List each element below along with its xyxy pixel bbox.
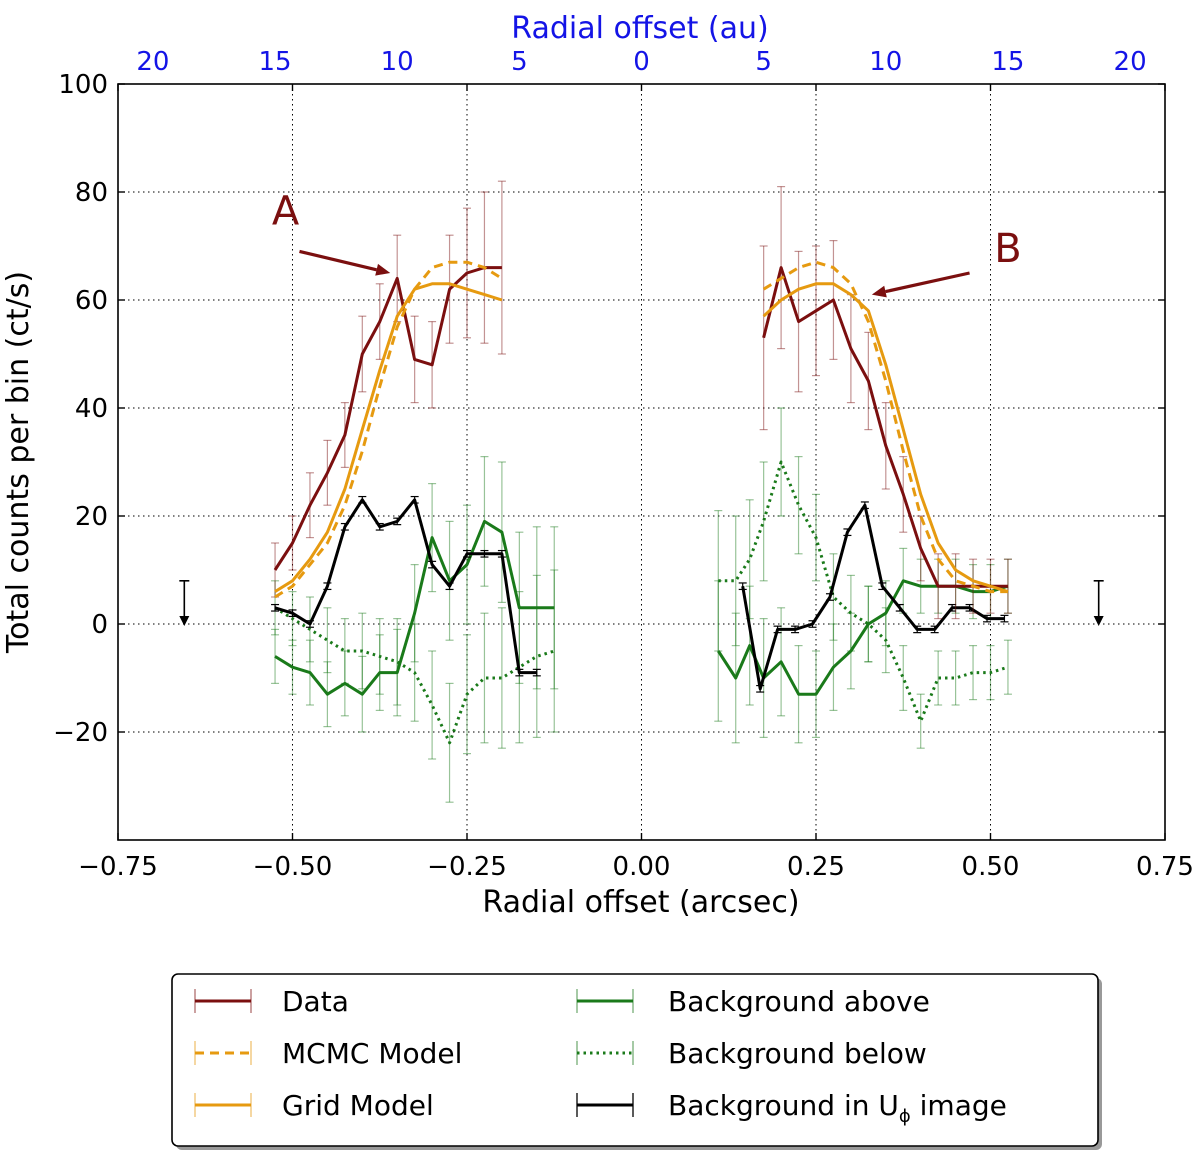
x-axis-ticks: −0.75 −0.50 −0.25 0.00 0.25 0.50 0.75 [78, 84, 1194, 882]
top-tick-label: 20 [1114, 47, 1147, 77]
top-axis-ticks: 20 15 10 5 0 5 10 15 20 [136, 47, 1146, 77]
legend-entry: Background below [576, 1037, 927, 1070]
annotation-arrow [885, 271, 970, 294]
y-tick-label: −20 [53, 718, 108, 748]
x-tick-label: 0.50 [962, 852, 1020, 882]
annotation-label: B [994, 226, 1021, 272]
series-line [718, 460, 1009, 723]
x-tick-label: 0.00 [613, 852, 671, 882]
annotation-arrowhead [375, 263, 391, 276]
legend-label: Background above [668, 985, 930, 1018]
series-mcmc-model [274, 260, 1008, 599]
annotations: AB [272, 188, 1022, 298]
legend-entry: Grid Model [194, 1089, 434, 1122]
y-tick-label: 100 [58, 70, 108, 100]
series-line [274, 282, 503, 593]
upper-limit-arrowhead [179, 616, 190, 626]
series-layer [271, 180, 1012, 803]
top-tick-label: 15 [259, 47, 292, 77]
x-tick-label: 0.75 [1136, 852, 1194, 882]
top-tick-label: 5 [755, 47, 772, 77]
y-tick-label: 0 [91, 610, 108, 640]
x-tick-label: −0.25 [427, 852, 507, 882]
series-data [271, 180, 1012, 620]
series-background-below [271, 407, 1012, 803]
series-line [762, 260, 1008, 594]
x-tick-label: −0.50 [253, 852, 333, 882]
y-axis-ticks: −20 0 20 40 60 80 100 [53, 70, 1165, 748]
x-axis-label: Radial offset (arcsec) [482, 885, 799, 920]
grid-lines [118, 84, 1165, 840]
y-tick-label: 60 [75, 286, 108, 316]
legend-entry: Background above [576, 985, 930, 1018]
upper-limit-markers [179, 579, 1104, 626]
series-background-above [271, 456, 1012, 744]
legend-label: Grid Model [282, 1089, 434, 1122]
top-tick-label: 0 [633, 47, 650, 77]
y-tick-label: 20 [75, 502, 108, 532]
top-tick-label: 5 [511, 47, 528, 77]
top-tick-label: 20 [136, 47, 169, 77]
legend-entry: MCMC Model [194, 1037, 462, 1070]
legend-label: Background in Uϕ image [668, 1089, 1007, 1127]
series-line [762, 282, 1009, 594]
legend-label: Background below [668, 1037, 927, 1070]
series-background-in-u-image [271, 495, 1009, 693]
legend: Data MCMC Model Grid Model Background above… [171, 973, 1102, 1150]
upper-limit-arrowhead [1093, 616, 1104, 626]
legend-entry: Background in Uϕ image [576, 1089, 1007, 1127]
y-tick-label: 80 [75, 178, 108, 208]
top-axis-label: Radial offset (au) [511, 11, 768, 46]
annotation-label: A [272, 188, 300, 234]
top-tick-label: 15 [991, 47, 1024, 77]
series-line [274, 498, 537, 675]
annotation-arrow [299, 249, 377, 272]
legend-label: MCMC Model [282, 1037, 462, 1070]
series-line [762, 266, 1008, 588]
series-line [741, 503, 1005, 691]
x-tick-label: −0.75 [78, 852, 158, 882]
y-tick-label: 40 [75, 394, 108, 424]
annotation-arrowhead [871, 285, 887, 298]
legend-entry: Data [194, 985, 349, 1018]
legend-entries: Data MCMC Model Grid Model Background above… [194, 985, 1007, 1127]
series-line [274, 519, 555, 696]
series-line [274, 260, 503, 599]
series-line [273, 266, 502, 571]
x-tick-label: 0.25 [787, 852, 845, 882]
legend-label: Data [282, 985, 349, 1018]
series-grid-model [274, 282, 1009, 594]
series-line [274, 606, 555, 745]
top-tick-label: 10 [869, 47, 902, 77]
legend-box [171, 973, 1099, 1147]
top-tick-label: 10 [381, 47, 414, 77]
y-axis-label: Total counts per bin (ct/s) [1, 271, 36, 654]
